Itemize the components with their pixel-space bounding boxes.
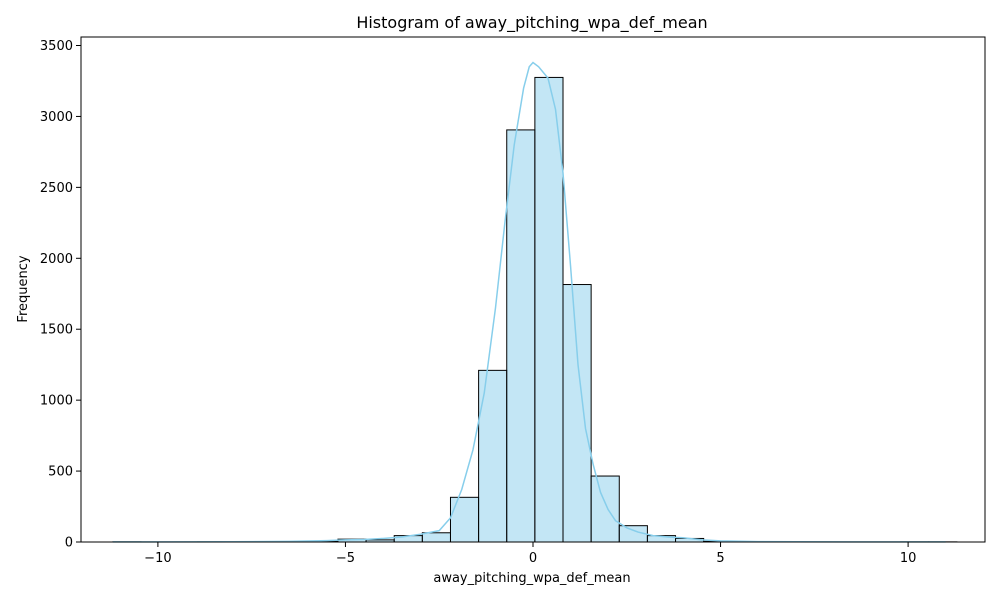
y-tick-label: 2500 [40,181,73,196]
chart-title: Histogram of away_pitching_wpa_def_mean [356,13,707,33]
kde-curve [112,61,946,543]
y-tick-label: 3500 [40,39,73,54]
y-tick-label: 2000 [40,252,73,267]
histogram-bar-15 [534,76,564,543]
bars-layer [112,76,958,543]
kde-layer [112,61,946,543]
histogram-bar-12 [449,496,480,543]
x-tick-label: −5 [336,551,355,566]
x-axis-ticks: −10 −5 0 5 10 [144,542,916,566]
x-tick-label: −10 [144,551,171,566]
y-tick-label: 0 [65,536,73,551]
histogram-bar-16 [562,284,592,543]
histogram-bar-17 [590,475,620,543]
y-axis-label: Frequency [16,255,31,322]
y-tick-label: 1500 [40,323,73,338]
histogram-bar-11 [421,532,451,543]
y-tick-label: 3000 [40,110,73,125]
y-tick-label: 1000 [40,394,73,409]
y-axis-ticks: 0 500 1000 1500 2000 2500 3000 3500 [40,39,81,551]
histogram-bar-13 [478,369,508,543]
y-tick-label: 500 [48,465,73,480]
x-tick-label: 0 [529,551,537,566]
x-tick-label: 10 [900,551,917,566]
histogram-bar-14 [506,129,536,543]
x-tick-label: 5 [716,551,724,566]
x-axis-label: away_pitching_wpa_def_mean [433,571,630,586]
